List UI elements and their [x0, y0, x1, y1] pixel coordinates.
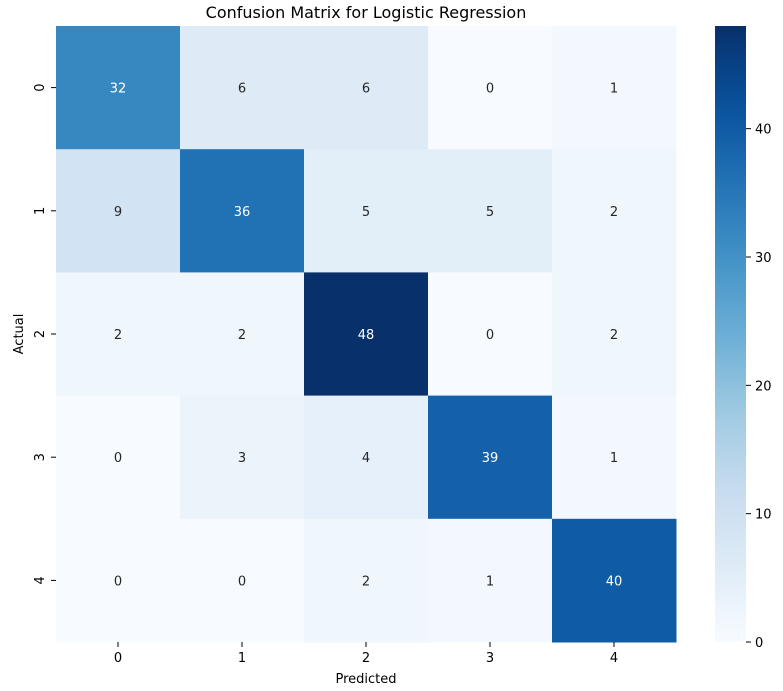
cell-value-label: 2: [238, 328, 246, 343]
heatmap-cell: [56, 395, 181, 520]
heatmap-cell: [180, 518, 305, 643]
cell-value-label: 0: [114, 574, 122, 589]
cell-value-label: 2: [114, 328, 122, 343]
heatmap-cell: [428, 149, 553, 273]
y-axis-label: Actual: [12, 314, 27, 355]
cell-value-label: 2: [362, 574, 370, 589]
y-tick-label: 1: [33, 207, 48, 215]
y-tick-label: 0: [33, 83, 48, 91]
colorbar-tick-label: 40: [755, 123, 772, 138]
y-axis-ticks: 0 1 2 3 4: [33, 83, 56, 585]
cell-value-label: 6: [238, 82, 246, 97]
x-tick-label: 2: [362, 651, 370, 666]
heatmap-cell: [180, 26, 305, 150]
cell-value-label: 5: [362, 205, 370, 220]
x-axis-label: Predicted: [335, 672, 396, 687]
heatmap-cell: [180, 272, 305, 397]
cell-value-label: 0: [114, 451, 122, 466]
x-tick-label: 0: [114, 651, 122, 666]
heatmap-cell: [304, 26, 429, 150]
cell-value-label: 4: [362, 451, 370, 466]
cell-value-label: 3: [238, 451, 246, 466]
colorbar-tick-label: 30: [755, 251, 772, 266]
heatmap-cell: [552, 149, 677, 273]
heatmap-cell: [428, 26, 553, 150]
heatmap-cell: [56, 26, 181, 150]
heatmap-cell-labels: 32 6 6 0 1 9 36 5 5 2 2 2 48 0 2 0 3 4 39 1 0 0 2 1 40: [110, 82, 623, 590]
cell-value-label: 1: [610, 451, 618, 466]
heatmap-cell: [552, 518, 677, 643]
cell-value-label: 9: [114, 205, 122, 220]
heatmap-cell: [552, 272, 677, 397]
colorbar-tick-label: 10: [755, 508, 772, 523]
cell-value-label: 5: [486, 205, 494, 220]
cell-value-label: 32: [110, 82, 127, 97]
heatmap-cell: [180, 395, 305, 520]
x-tick-label: 1: [238, 651, 246, 666]
heatmap-cell: [428, 272, 553, 397]
cell-value-label: 2: [610, 328, 618, 343]
chart-title: Confusion Matrix for Logistic Regression: [206, 3, 527, 22]
cell-value-label: 39: [482, 451, 499, 466]
cell-value-label: 1: [610, 82, 618, 97]
x-tick-label: 3: [486, 651, 494, 666]
cell-value-label: 6: [362, 82, 370, 97]
heatmap-cell: [552, 395, 677, 520]
cell-value-label: 0: [486, 328, 494, 343]
cell-value-label: 0: [486, 82, 494, 97]
colorbar-tick-label: 0: [755, 636, 763, 651]
heatmap-cell: [428, 395, 553, 520]
heatmap-cell: [304, 149, 429, 273]
heatmap-cell: [428, 518, 553, 643]
heatmap-cell: [304, 272, 429, 397]
heatmap-cells: [56, 26, 677, 643]
heatmap-cell: [56, 149, 181, 273]
x-tick-label: 4: [610, 651, 618, 666]
cell-value-label: 40: [606, 574, 623, 589]
x-axis-ticks: 0 1 2 3 4: [114, 642, 618, 666]
heatmap-cell: [304, 518, 429, 643]
y-tick-label: 3: [33, 453, 48, 461]
cell-value-label: 0: [238, 574, 246, 589]
heatmap-cell: [552, 26, 677, 150]
cell-value-label: 2: [610, 205, 618, 220]
cell-value-label: 48: [358, 328, 375, 343]
heatmap-cell: [56, 518, 181, 643]
colorbar: [715, 26, 746, 642]
heatmap-cell: [56, 272, 181, 397]
colorbar-tick-label: 20: [755, 379, 772, 394]
heatmap-cell: [180, 149, 305, 273]
heatmap-cell: [304, 395, 429, 520]
cell-value-label: 36: [234, 205, 251, 220]
cell-value-label: 1: [486, 574, 494, 589]
colorbar-ticks: 0 10 20 30 40: [746, 123, 772, 651]
y-tick-label: 2: [33, 330, 48, 338]
y-tick-label: 4: [33, 576, 48, 584]
